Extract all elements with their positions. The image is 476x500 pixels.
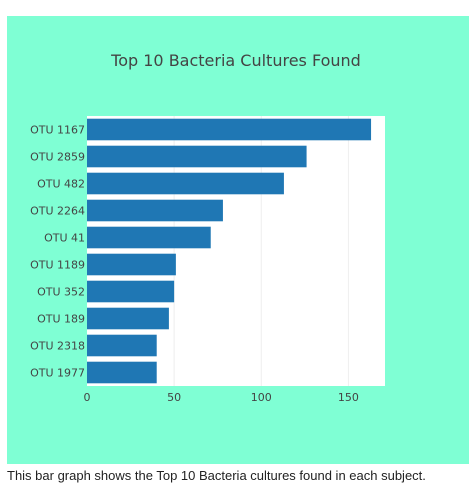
y-tick-label: OTU 2264 [30,205,85,218]
x-axis-tick-labels: 0 50 100 150 [84,391,359,404]
x-tick-label: 0 [84,391,91,404]
bar[interactable] [87,227,211,249]
x-tick-label: 50 [167,391,181,404]
bar[interactable] [87,308,169,330]
bar[interactable] [87,119,371,141]
y-tick-label: OTU 41 [44,232,85,245]
chart-panel: Top 10 Bacteria Cultures Found OTU 1167 O… [7,16,469,464]
x-tick-label: 150 [338,391,359,404]
x-tick-label: 100 [251,391,272,404]
bar[interactable] [87,254,176,276]
y-tick-label: OTU 2859 [30,151,85,164]
y-tick-label: OTU 2318 [30,340,85,353]
bar[interactable] [87,335,157,357]
y-axis-tick-labels: OTU 1167 OTU 2859 OTU 482 OTU 2264 OTU 41 OTU… [30,124,85,380]
bar[interactable] [87,173,284,195]
bar[interactable] [87,200,223,222]
y-tick-label: OTU 1167 [30,124,85,137]
chart-caption: This bar graph shows the Top 10 Bacteria… [7,468,426,483]
y-tick-label: OTU 352 [37,286,85,299]
chart-title: Top 10 Bacteria Cultures Found [110,51,361,70]
bar[interactable] [87,146,307,168]
bar[interactable] [87,362,157,384]
y-tick-label: OTU 189 [37,313,85,326]
bar[interactable] [87,281,174,303]
bar-chart: Top 10 Bacteria Cultures Found OTU 1167O… [7,16,469,464]
y-tick-label: OTU 1977 [30,367,85,380]
y-tick-label: OTU 1189 [30,259,85,272]
y-tick-label: OTU 482 [37,178,85,191]
